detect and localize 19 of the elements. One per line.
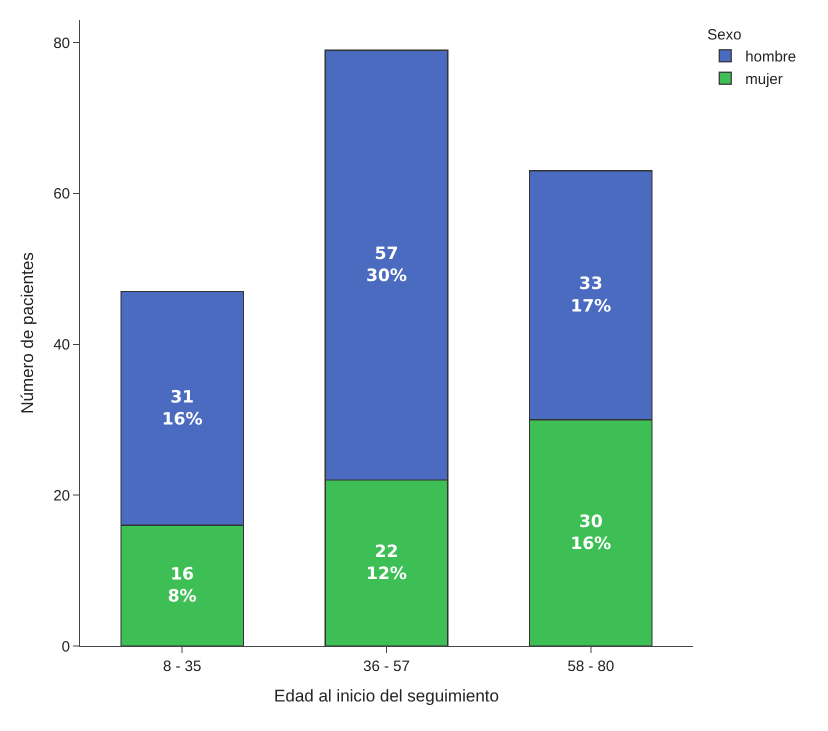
legend-label: mujer bbox=[745, 71, 783, 88]
y-tick-label: 40 bbox=[53, 336, 70, 354]
data-label: 30 16% bbox=[570, 512, 612, 554]
data-label: 57 30% bbox=[366, 244, 407, 286]
x-axis-title: Edad al inicio del seguimiento bbox=[274, 686, 499, 706]
legend-label: hombre bbox=[745, 48, 796, 66]
y-tick-label: 0 bbox=[62, 638, 70, 656]
x-tick-label: 58 - 80 bbox=[567, 658, 614, 675]
data-label: 33 17% bbox=[570, 274, 612, 316]
x-tick-label: 8 - 35 bbox=[162, 658, 202, 675]
data-label: 22 12% bbox=[366, 542, 407, 584]
data-label: 31 16% bbox=[162, 387, 203, 430]
y-tick-label: 60 bbox=[53, 186, 70, 203]
legend-title: Sexo bbox=[707, 26, 742, 44]
y-axis-title: Número de pacientes bbox=[18, 252, 37, 414]
data-label: 16 8% bbox=[168, 564, 197, 607]
x-tick-label: 36 - 57 bbox=[363, 658, 410, 675]
y-tick-label: 80 bbox=[53, 34, 70, 52]
y-tick-label: 20 bbox=[53, 487, 70, 504]
